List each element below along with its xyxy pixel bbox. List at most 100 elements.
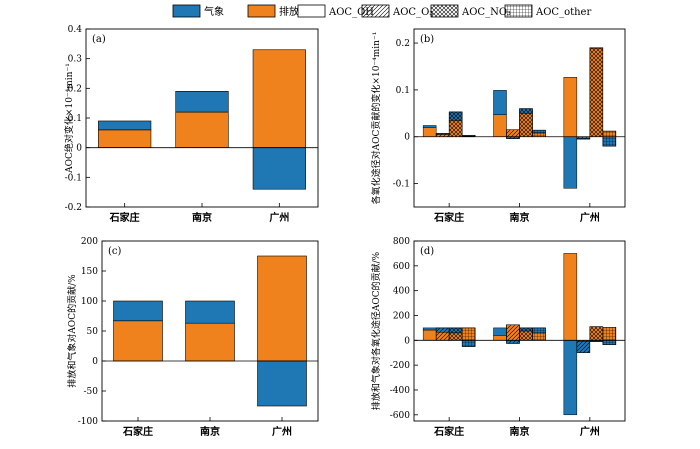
bar-pattern-1-1 — [506, 129, 520, 139]
bar-meteo-1 — [175, 91, 229, 113]
ytick-label-2: 0 — [92, 357, 98, 367]
y-axis-label: 排放和气象对AOC的贡献/% — [66, 274, 78, 388]
bar-meteo-1-0 — [493, 90, 507, 115]
bar-emis-2-0 — [563, 253, 578, 341]
panel-d: 石家庄 南京 广州 -600 -400 -200 0 200 400 600 800 (d) 排放和气象… — [370, 237, 626, 438]
bar-pattern-1-3 — [532, 327, 546, 341]
ytick-label-0: -600 — [390, 411, 410, 421]
xtick-label-2: 广州 — [580, 211, 600, 224]
bar-emis-0-0 — [422, 329, 437, 341]
bar-meteo-2-0 — [563, 136, 578, 189]
panel-c: 石家庄 南京 广州 -100 -50 0 50 100 150 200 (c) 排放和气象对AOC的贡… — [66, 237, 319, 438]
y-axis-label: AOC绝对变化×10⁻⁴min⁻¹ — [63, 63, 75, 174]
y-axis-label: 各氧化途径对AOC贡献的变化×10⁻⁴min⁻¹ — [370, 32, 382, 205]
panel-label: (d) — [420, 246, 434, 257]
ytick-label-4: 100 — [81, 297, 98, 307]
xtick-label-0: 石家庄 — [122, 425, 153, 438]
bar-pattern-0-1 — [435, 133, 450, 137]
panel-label: (c) — [108, 246, 122, 257]
legend-label-2: AOC_OH — [328, 7, 374, 18]
xtick-label-2: 广州 — [269, 211, 289, 224]
bar-pattern-0-1 — [435, 327, 450, 341]
ytick-label-5: 0.3 — [68, 55, 83, 65]
ytick-label-6: 0.4 — [68, 25, 83, 35]
bar-pattern-0-3 — [461, 327, 476, 347]
bar-emis-0 — [113, 320, 163, 362]
ytick-label-6: 200 — [81, 237, 98, 247]
legend-swatch-0 — [172, 4, 201, 18]
panels: 石家庄 南京 广州-0.2-0.100.10.20.30.4(a)AOC绝对变化×1… — [63, 25, 626, 438]
legend-label-3: AOC_O₃ — [392, 7, 433, 18]
bar-pattern-2-3 — [602, 327, 617, 345]
xtick-label-1: 南京 — [510, 211, 530, 224]
bar-pattern-2-2 — [589, 326, 604, 342]
bar-emis-1 — [175, 111, 229, 148]
ytick-label-0: -0.1 — [393, 180, 410, 190]
panel-b: 石家庄 南京 广州 -0.1 0 0.1 0.2 (b) 各氧化途径对AOC贡献的变化×10⁻⁴… — [370, 28, 626, 224]
ytick-label-1: -0.1 — [65, 173, 82, 183]
panel-label: (b) — [420, 34, 434, 45]
ytick-label-5: 150 — [81, 267, 98, 277]
y-axis-label: 排放和气象对各氧化途径AOC的贡献/% — [370, 251, 382, 410]
bar-meteo-2 — [252, 147, 306, 190]
bar-meteo-2-0 — [563, 340, 578, 416]
bar-emis-1-0 — [493, 335, 507, 341]
ytick-label-4: 200 — [393, 311, 410, 321]
ytick-label-1: 0 — [404, 133, 410, 143]
bar-emis-1-0 — [493, 114, 507, 137]
legend: 气象 排放 AOC_OH AOC_O₃ AOC_NO₃ AOC_other — [172, 4, 591, 18]
bar-meteo-1 — [185, 300, 235, 324]
legend-swatch-1 — [247, 4, 276, 18]
ytick-label-3: 0.1 — [68, 114, 82, 124]
bar-pattern-1-2 — [519, 327, 533, 341]
bar-emis-2 — [252, 49, 306, 148]
bar-pattern-1-2 — [519, 108, 533, 137]
bar-meteo-1-0 — [493, 327, 507, 336]
bar-emis-2 — [257, 255, 307, 362]
legend-label-5: AOC_other — [535, 7, 591, 18]
ytick-label-7: 800 — [393, 237, 410, 247]
bar-meteo-0-0 — [422, 125, 437, 128]
bar-meteo-0-0 — [422, 327, 437, 331]
legend-swatch-2 — [297, 4, 326, 18]
legend-label-4: AOC_NO₃ — [461, 7, 511, 18]
xtick-label-0: 石家庄 — [433, 425, 464, 438]
bar-pattern-2-3 — [602, 130, 617, 147]
ytick-label-0: -100 — [78, 417, 98, 427]
legend-label-1: 排放 — [279, 5, 299, 18]
ytick-label-5: 400 — [393, 287, 410, 297]
bar-emis-0 — [98, 129, 152, 148]
legend-swatch-5 — [504, 4, 533, 18]
ytick-label-1: -50 — [84, 387, 99, 397]
ytick-label-3: 50 — [87, 327, 99, 337]
bar-emis-0-0 — [422, 127, 437, 137]
xtick-label-0: 石家庄 — [433, 211, 464, 224]
ytick-label-2: 0.1 — [396, 86, 410, 96]
panel-a: 石家庄 南京 广州 -0.2 -0.1 0 0.1 0.2 0.3 0.4 (a) AOC绝对变化×1… — [63, 25, 319, 224]
ytick-label-3: 0 — [404, 336, 410, 346]
bar-meteo-0 — [98, 120, 152, 131]
xtick-label-2: 广州 — [272, 425, 292, 438]
ytick-label-2: 0 — [76, 144, 82, 154]
xtick-label-0: 石家庄 — [109, 211, 140, 224]
bar-pattern-0-2 — [448, 327, 463, 341]
bar-meteo-2 — [257, 360, 307, 407]
legend-swatch-4 — [430, 4, 459, 18]
panel-label: (a) — [92, 34, 106, 45]
xtick-label-1: 南京 — [510, 425, 530, 438]
ytick-label-1: -400 — [390, 386, 410, 396]
bar-pattern-2-2 — [589, 47, 604, 137]
ytick-label-2: -200 — [390, 361, 410, 371]
bar-pattern-0-2 — [448, 111, 463, 137]
ytick-label-3: 0.2 — [396, 39, 410, 49]
bar-emis-2-0 — [563, 76, 578, 137]
legend-label-0: 气象 — [204, 5, 224, 18]
bar-pattern-2-1 — [576, 340, 591, 353]
bar-meteo-0 — [113, 300, 163, 322]
bar-emis-1 — [185, 322, 235, 362]
ytick-label-4: 0.2 — [68, 84, 82, 94]
xtick-label-1: 南京 — [192, 211, 212, 224]
legend-swatch-3 — [361, 4, 390, 18]
ytick-label-0: -0.2 — [65, 203, 82, 213]
